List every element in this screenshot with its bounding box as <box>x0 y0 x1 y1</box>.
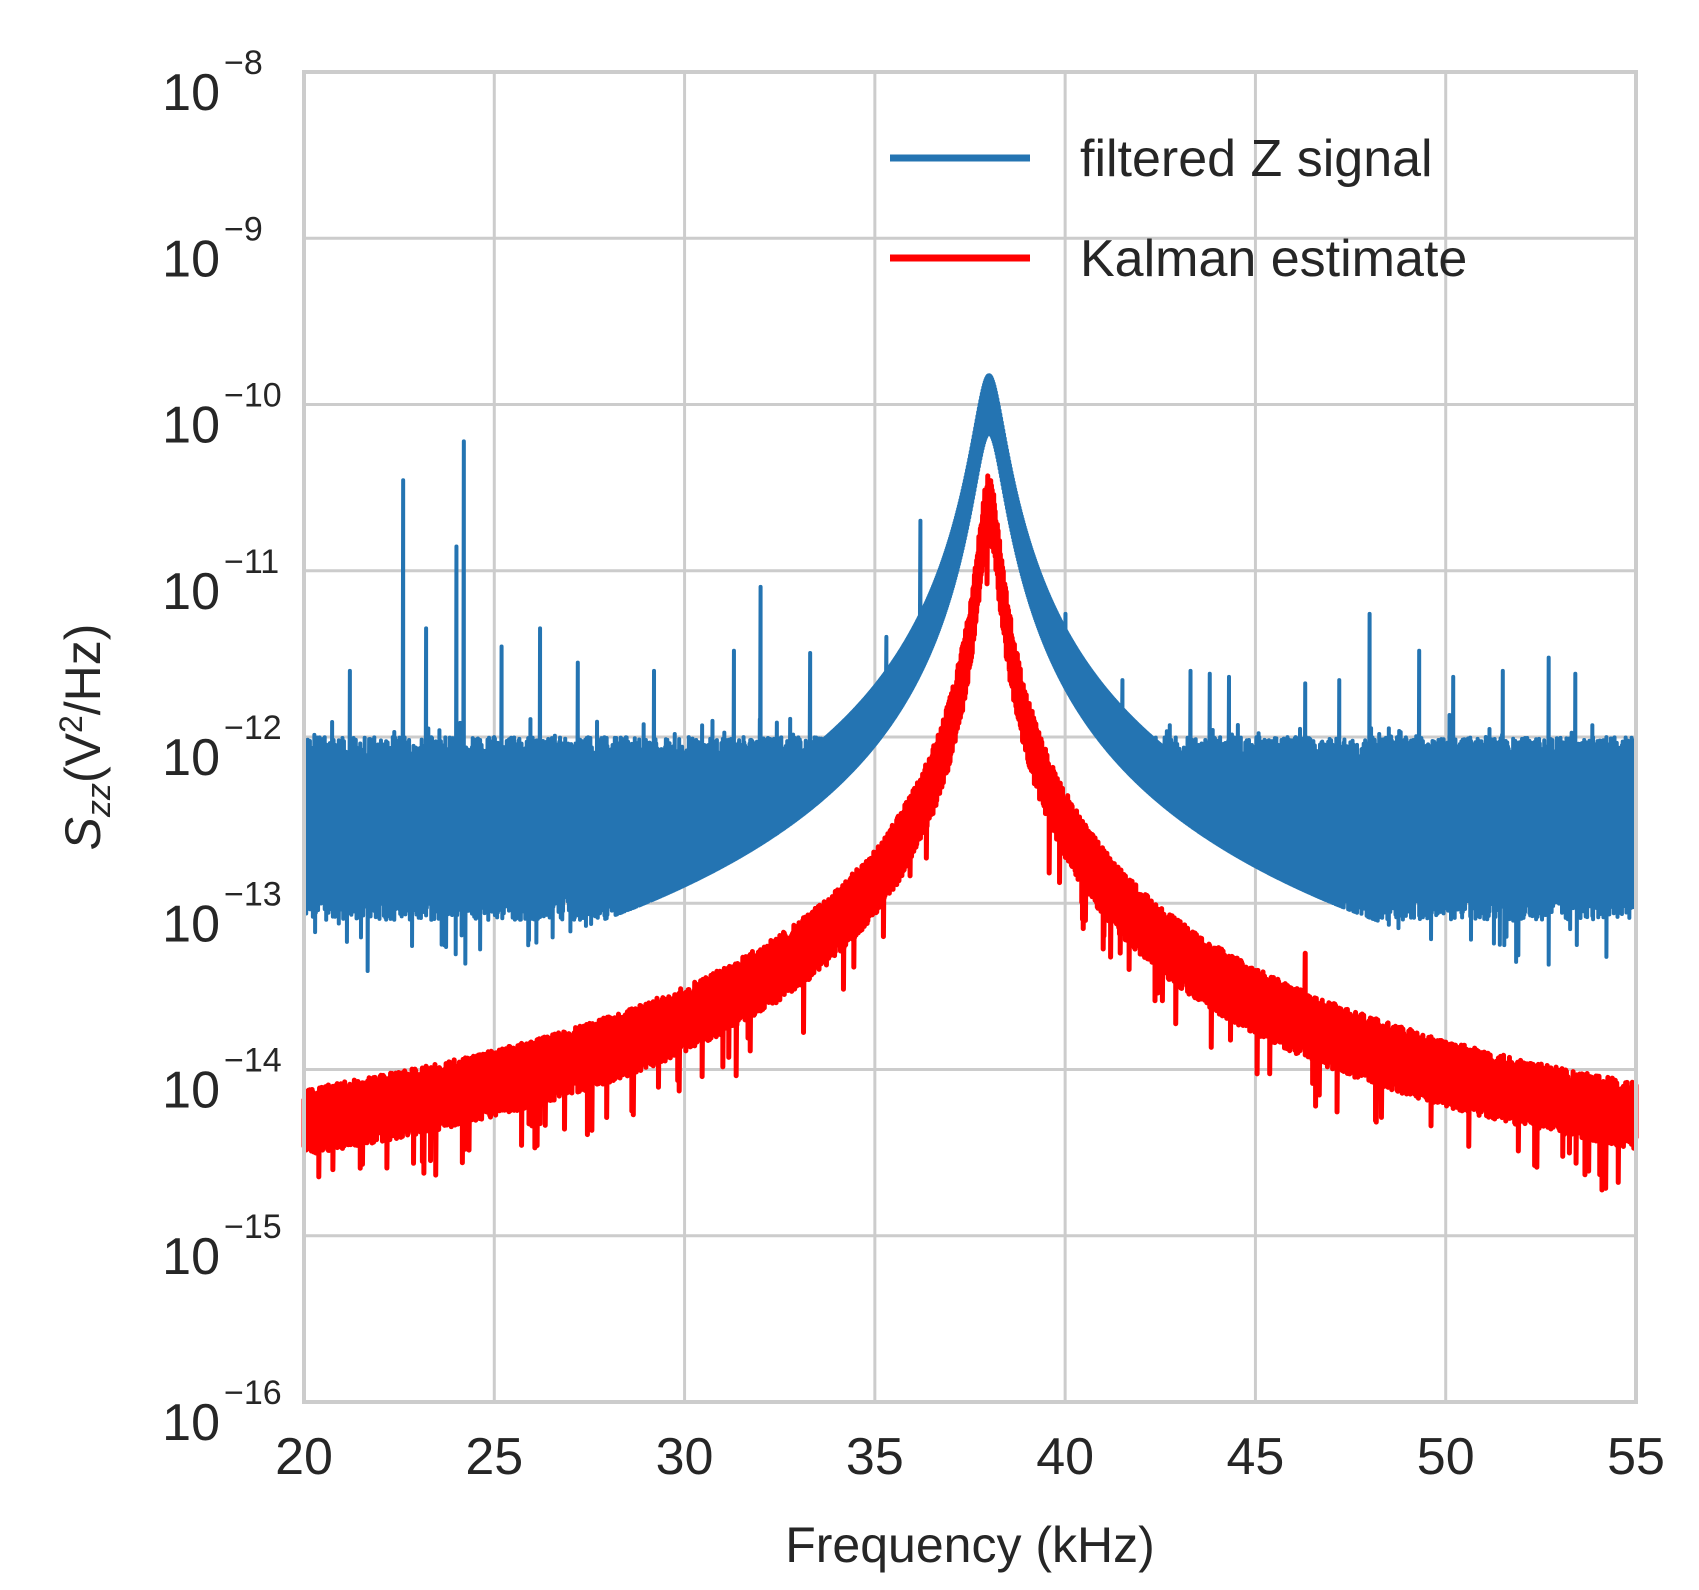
x-axis-label: Frequency (kHz) <box>785 1517 1155 1573</box>
y-tick-base-1: 10 <box>162 1228 220 1286</box>
y-tick-base-2: 10 <box>162 1062 220 1120</box>
y-tick-base-0: 10 <box>162 1394 220 1452</box>
x-tick-label-3: 35 <box>846 1428 904 1486</box>
series-filtered-z-signal <box>302 373 1638 973</box>
y-tick-exponent-8: −8 <box>224 44 263 82</box>
series-kalman-estimate <box>301 473 1639 1193</box>
y-axis: 10−1610−1510−1410−1310−1210−1110−1010−91… <box>162 44 282 1452</box>
y-tick-base-7: 10 <box>162 230 220 288</box>
y-tick-exponent-0: −16 <box>224 1374 282 1412</box>
legend: filtered Z signal Kalman estimate <box>890 130 1467 288</box>
plot-frame <box>302 70 1638 1404</box>
y-tick-exponent-2: −14 <box>224 1042 282 1080</box>
y-tick-exponent-7: −9 <box>224 210 263 248</box>
y-tick-base-6: 10 <box>162 397 220 455</box>
x-axis: 20 25 30 35 40 45 50 55 <box>275 1428 1665 1486</box>
y-tick-base-5: 10 <box>162 563 220 621</box>
x-tick-label-7: 55 <box>1607 1428 1665 1486</box>
y-tick-exponent-3: −13 <box>224 875 282 913</box>
x-tick-label-5: 45 <box>1227 1428 1285 1486</box>
y-tick-base-4: 10 <box>162 729 220 787</box>
y-tick-base-8: 10 <box>162 64 220 122</box>
x-tick-label-4: 40 <box>1036 1428 1094 1486</box>
series-layer <box>301 373 1639 1193</box>
legend-label-filtered-z: filtered Z signal <box>1080 130 1433 188</box>
x-tick-label-1: 25 <box>465 1428 523 1486</box>
y-axis-label-subscript: zz <box>80 783 118 818</box>
x-tick-label-6: 50 <box>1417 1428 1475 1486</box>
y-tick-exponent-4: −12 <box>224 709 282 747</box>
y-axis-label-units-prefix: (V <box>55 732 111 783</box>
y-tick-exponent-5: −11 <box>224 543 279 581</box>
y-tick-exponent-6: −10 <box>224 377 282 415</box>
x-tick-label-0: 20 <box>275 1428 333 1486</box>
y-axis-label-units-suffix: /Hz) <box>55 624 111 716</box>
y-tick-exponent-1: −15 <box>224 1208 282 1246</box>
y-axis-label-symbol: S <box>55 817 111 850</box>
y-axis-label-units-sup: 2 <box>53 715 89 733</box>
y-axis-label: Szz(V2/Hz) <box>53 624 118 851</box>
x-tick-label-2: 30 <box>656 1428 714 1486</box>
legend-label-kalman: Kalman estimate <box>1080 230 1467 288</box>
y-tick-base-3: 10 <box>162 895 220 953</box>
